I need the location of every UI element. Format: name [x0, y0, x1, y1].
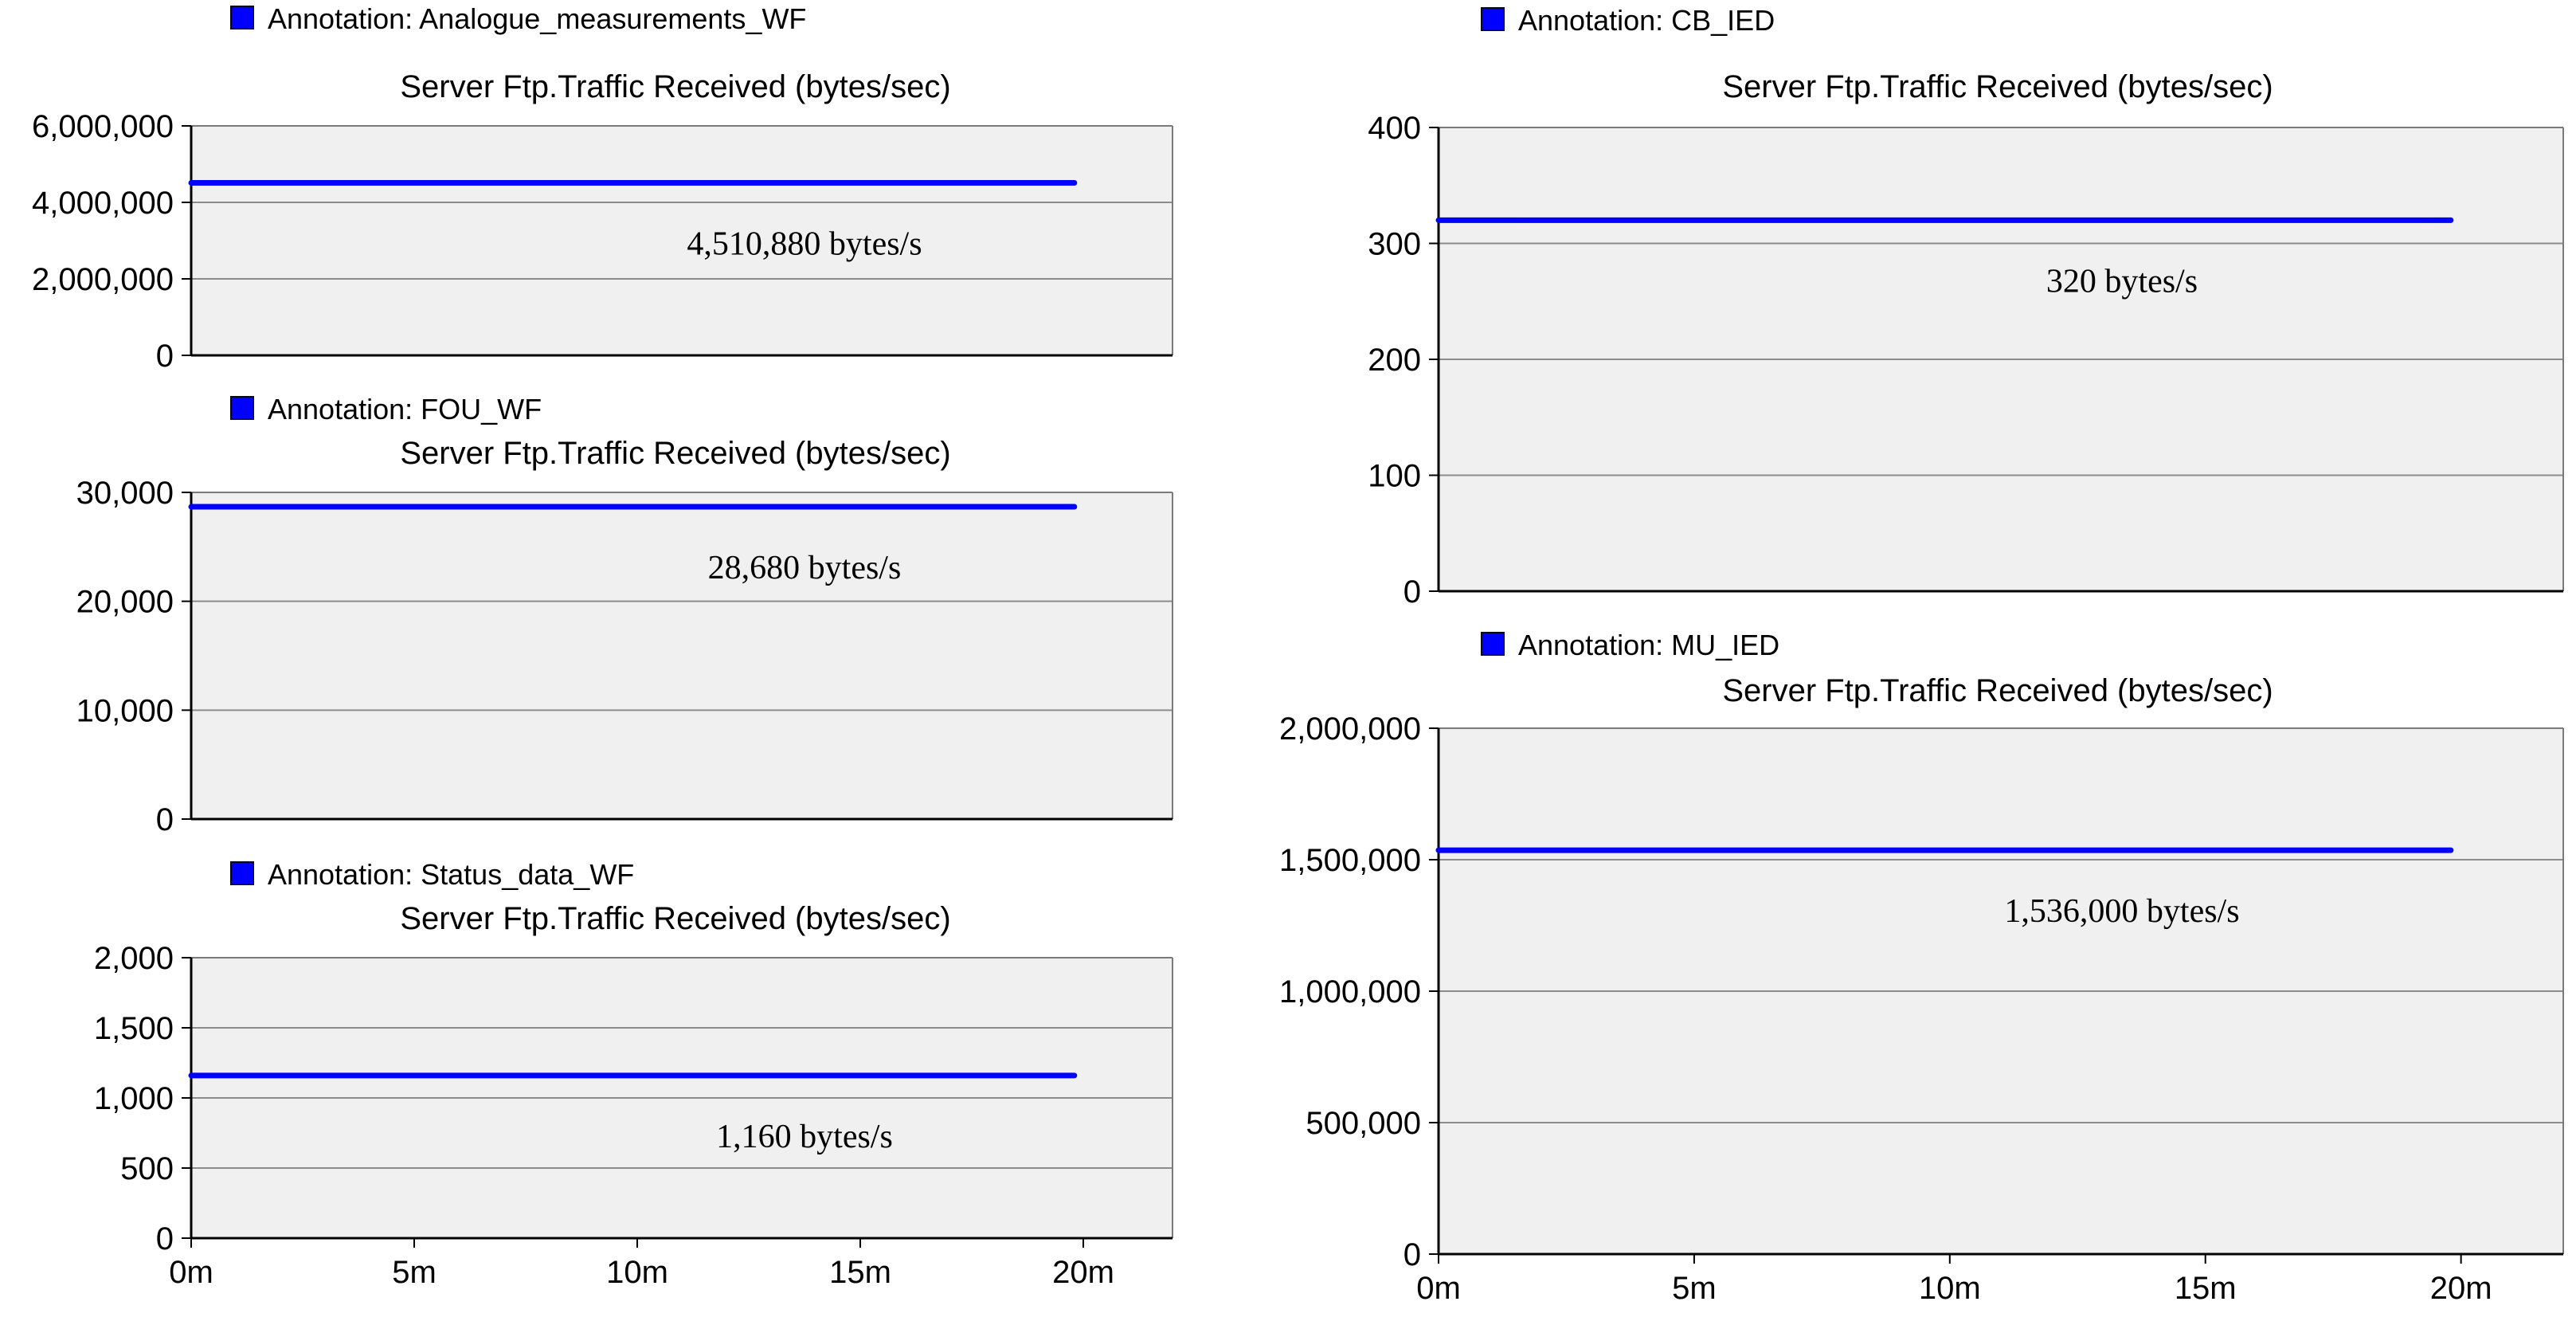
y-tick-label: 2,000,000 — [32, 262, 174, 297]
chart-panel-4: Annotation: CB_IED Server Ftp.Traffic Rec… — [1368, 4, 2564, 610]
legend-swatch — [230, 396, 254, 420]
y-tick-label: 0 — [156, 1221, 174, 1256]
chart-title: Server Ftp.Traffic Received (bytes/sec) — [400, 69, 950, 104]
y-tick-label: 400 — [1368, 111, 1421, 146]
chart-title: Server Ftp.Traffic Received (bytes/sec) — [1722, 673, 2273, 708]
value-annotation: 4,510,880 bytes/s — [687, 225, 922, 262]
value-annotation: 1,536,000 bytes/s — [2004, 893, 2239, 930]
y-tick-label: 4,000,000 — [32, 186, 174, 221]
value-annotation: 1,160 bytes/s — [716, 1119, 893, 1155]
plot-area — [191, 126, 1173, 355]
legend-label: Annotation: Status_data_WF — [268, 858, 634, 891]
legend-swatch — [230, 861, 254, 885]
value-annotation: 28,680 bytes/s — [708, 550, 902, 586]
x-tick-label: 10m — [1919, 1271, 1981, 1306]
y-tick-label: 300 — [1368, 227, 1421, 262]
y-tick-label: 200 — [1368, 343, 1421, 378]
y-tick-label: 2,000,000 — [1279, 712, 1421, 747]
y-tick-label: 1,000,000 — [1279, 974, 1421, 1009]
legend-swatch — [1481, 632, 1505, 656]
y-tick-label: 0 — [1403, 1237, 1421, 1272]
chart-panel-5: Annotation: MU_IED Server Ftp.Traffic Rec… — [1279, 629, 2564, 1306]
legend-swatch — [230, 6, 254, 29]
x-tick-label: 5m — [392, 1255, 437, 1290]
x-tick-label: 15m — [2175, 1271, 2237, 1306]
x-tick-label: 15m — [829, 1255, 891, 1290]
chart-panel-3: Annotation: Status_data_WF Server Ftp.Tra… — [94, 858, 1173, 1290]
legend-swatch — [1481, 7, 1505, 31]
y-tick-label: 20,000 — [76, 585, 174, 620]
y-tick-label: 10,000 — [76, 693, 174, 728]
x-tick-label: 5m — [1672, 1271, 1717, 1306]
x-tick-label: 0m — [1416, 1271, 1461, 1306]
x-tick-label: 10m — [606, 1255, 668, 1290]
chart-title: Server Ftp.Traffic Received (bytes/sec) — [1722, 69, 2273, 104]
y-tick-label: 0 — [156, 802, 174, 837]
y-tick-label: 0 — [1403, 574, 1421, 610]
y-tick-label: 1,500 — [94, 1011, 174, 1046]
x-tick-label: 0m — [169, 1255, 213, 1290]
chart-panel-1: Annotation: Analogue_measurements_WF Serv… — [32, 2, 1173, 374]
chart-panel-2: Annotation: FOU_WF Server Ftp.Traffic Rec… — [76, 393, 1173, 837]
y-tick-label: 0 — [156, 339, 174, 374]
legend-label: Annotation: FOU_WF — [268, 393, 542, 425]
y-tick-label: 30,000 — [76, 476, 174, 511]
value-annotation: 320 bytes/s — [2046, 263, 2198, 300]
y-tick-label: 6,000,000 — [32, 109, 174, 144]
y-tick-label: 500,000 — [1306, 1106, 1421, 1141]
y-tick-label: 1,500,000 — [1279, 843, 1421, 878]
y-tick-label: 500 — [120, 1151, 174, 1186]
y-tick-label: 1,000 — [94, 1081, 174, 1116]
chart-title: Server Ftp.Traffic Received (bytes/sec) — [400, 436, 950, 471]
y-tick-label: 100 — [1368, 459, 1421, 494]
chart-title: Server Ftp.Traffic Received (bytes/sec) — [400, 901, 950, 936]
y-tick-label: 2,000 — [94, 941, 174, 976]
x-tick-label: 20m — [2430, 1271, 2492, 1306]
x-tick-label: 20m — [1052, 1255, 1114, 1290]
legend-label: Annotation: CB_IED — [1518, 4, 1775, 37]
legend-label: Annotation: MU_IED — [1518, 629, 1779, 661]
legend-label: Annotation: Analogue_measurements_WF — [268, 2, 806, 35]
plot-area — [191, 492, 1173, 819]
